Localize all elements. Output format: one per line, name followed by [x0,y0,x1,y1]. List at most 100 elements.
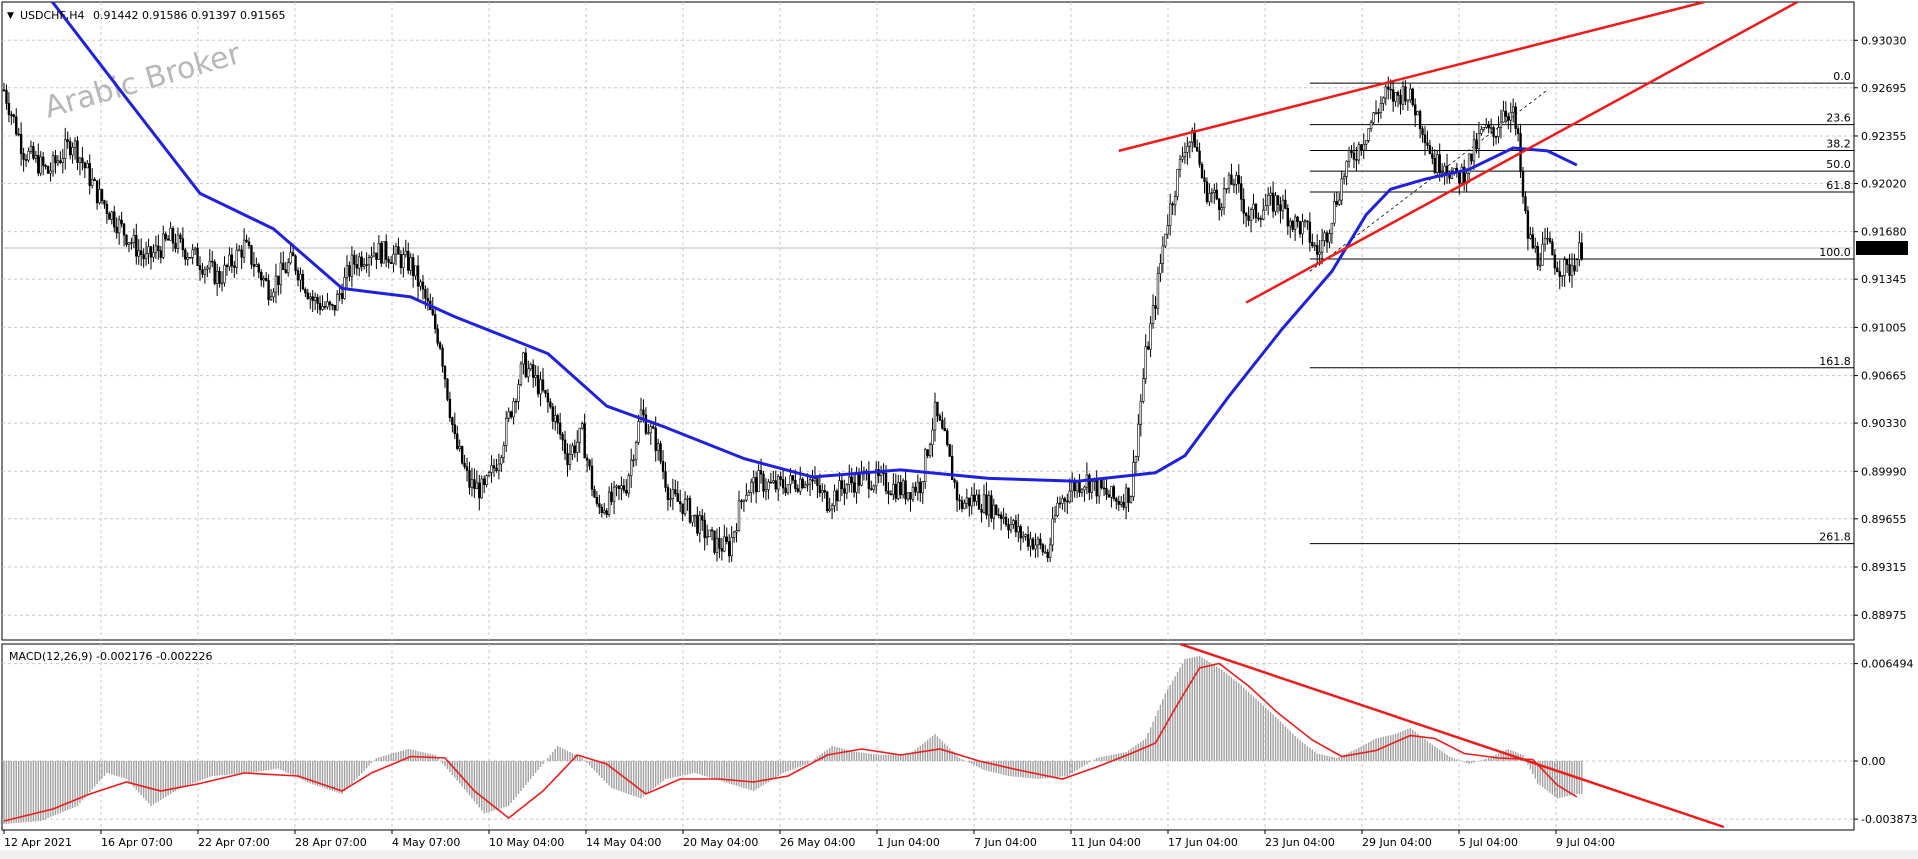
candle-body [879,472,883,477]
candle-body [1374,112,1378,114]
candle-body [999,514,1003,520]
candle-body [647,432,650,435]
candle-body [1524,196,1527,212]
candle-body [772,480,775,483]
candle-body [284,269,287,274]
candle-body [367,257,371,266]
fib-level-label: 50.0 [1826,158,1851,171]
candle-body [394,246,398,255]
fib-level-label: 100.0 [1819,246,1851,259]
candle-body [453,424,456,435]
candle-body [267,280,270,301]
candle-body [2,89,6,92]
candle-body [1191,130,1194,143]
candle-body [843,488,846,494]
candle-body [791,475,795,481]
candle-body [578,427,581,443]
candle-body [7,103,11,116]
candle-body [933,401,937,431]
candle-body [654,427,657,451]
candle-body [348,265,351,277]
candle-body [218,270,221,284]
candle-body [51,155,55,172]
candle-body [1467,153,1471,174]
candle-body [438,342,442,349]
candle-body [1186,145,1189,153]
candle-body [1053,515,1057,520]
macd-trendline[interactable] [1179,644,1725,829]
candle-body [1308,221,1312,243]
candle-body [1156,273,1160,309]
candle-body [321,306,324,310]
candle-body [1151,305,1155,324]
time-tick-label: 7 Jun 04:00 [974,836,1037,849]
candle-body [904,480,907,500]
macd-tick-label: -0.003873 [1861,813,1917,826]
candle-body [162,233,165,258]
candle-body [884,473,888,492]
candle-body [1014,520,1018,533]
candle-body [1507,116,1510,121]
candle-body [206,267,209,270]
candle-body [1443,165,1446,173]
candle-body [478,482,481,499]
candle-body [742,499,746,502]
candle-body [666,487,670,500]
candle-body [968,497,971,507]
bottom-tab-strip [0,850,1918,859]
candle-body [852,482,856,493]
candle-body [76,140,79,163]
candle-body [897,482,900,499]
candle-body [88,163,91,186]
candle-body [769,481,773,484]
candle-body [316,296,319,304]
trendlines[interactable] [1118,2,1798,304]
candle-body [181,238,185,251]
candle-body [776,476,780,490]
candle-body [767,481,770,490]
macd-trendline[interactable] [1179,644,1725,829]
candle-body [554,415,557,422]
candle-body [1421,128,1424,136]
menu-triangle-icon[interactable]: ▼ [7,11,14,21]
candle-body [1137,423,1140,457]
candle-body [1071,482,1074,492]
candle-body [1377,112,1380,114]
candle-body [397,246,400,255]
candle-body [242,239,246,258]
candle-body [1039,538,1042,545]
candle-body [73,140,77,148]
candle-body [1409,88,1412,101]
candle-body [309,296,312,299]
candle-body [701,515,704,521]
candle-body [1404,86,1407,102]
candle-body [703,519,706,539]
candle-body [1325,232,1329,243]
candle-body [600,506,604,514]
candle-body [382,241,385,264]
candle-body [1472,139,1476,162]
candle-body [762,473,765,492]
candle-body [1132,462,1135,498]
candle-body [1019,526,1022,539]
candle-body [671,489,675,500]
candle-body [125,234,128,245]
candle-body [360,256,363,267]
candle-body [407,250,410,271]
candle-body [965,497,969,504]
candle-body [1097,479,1101,497]
candle-body [1012,520,1015,525]
time-tick-label: 28 Apr 07:00 [295,836,367,849]
candle-body [19,133,23,154]
candle-body [235,249,238,268]
candle-body [384,241,388,260]
candle-body [272,291,275,298]
candle-body [519,363,523,385]
candle-body [823,490,826,493]
candle-body [1267,195,1270,206]
trendline[interactable] [1245,2,1798,304]
candle-body [1431,153,1434,159]
trendline[interactable] [1118,2,1705,153]
candle-body [958,499,961,502]
